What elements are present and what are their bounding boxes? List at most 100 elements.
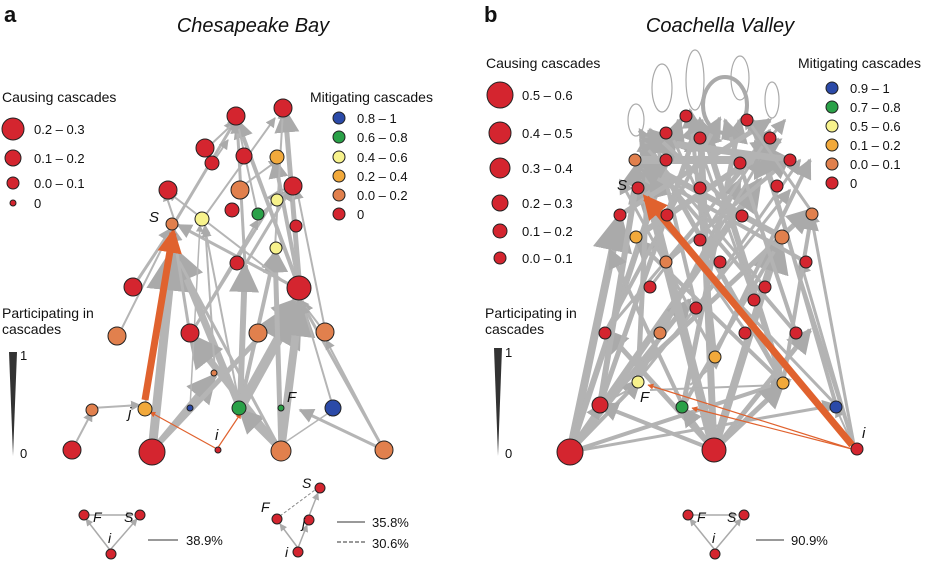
panel-a-motif-1: F S i 38.9% <box>78 509 223 560</box>
species-node <box>713 255 727 269</box>
species-node <box>556 438 584 466</box>
motif-label: F <box>261 499 271 515</box>
species-node <box>180 323 200 343</box>
legend-item: 0.2 – 0.3 <box>34 122 85 137</box>
legend-item: 0.1 – 0.2 <box>850 138 901 153</box>
species-node <box>763 131 777 145</box>
species-node <box>123 277 143 297</box>
legend-item: 0.2 – 0.3 <box>522 196 573 211</box>
species-node <box>269 149 285 165</box>
species-node <box>747 293 761 307</box>
legend-item: 0.0 – 0.2 <box>357 188 408 203</box>
species-node <box>693 233 707 247</box>
participating-max: 1 <box>20 348 27 363</box>
species-node <box>598 326 612 340</box>
motif-label: S <box>302 475 312 491</box>
panel-b-title: Coachella Valley <box>646 15 795 37</box>
species-node <box>270 440 292 462</box>
motif-label: S <box>727 509 737 525</box>
species-node <box>248 323 268 343</box>
motif-label: S <box>124 509 134 525</box>
species-node <box>210 369 218 377</box>
species-node <box>659 126 673 140</box>
species-node <box>315 322 335 342</box>
panel-a: a Chesapeake Bay <box>1 2 433 560</box>
motif-label: i <box>285 544 289 560</box>
node-label-f: F <box>287 389 297 406</box>
species-node <box>613 208 627 222</box>
panel-a-cascade-edges <box>141 228 242 450</box>
species-node <box>269 241 283 255</box>
node-label-j: j <box>126 405 132 422</box>
species-node <box>689 301 703 315</box>
legend-title: Mitigating cascades <box>798 55 921 71</box>
panel-a-mitigating-legend: Mitigating cascades 0.8 – 1 0.6 – 0.8 0.… <box>310 89 433 222</box>
legend-title: Causing cascades <box>2 89 116 105</box>
motif-percentage: 90.9% <box>791 533 828 548</box>
panel-b-cascade-edges <box>642 194 855 450</box>
motif-percentage: 35.8% <box>372 515 409 530</box>
species-node <box>783 153 797 167</box>
species-node <box>659 153 673 167</box>
species-node <box>62 440 82 460</box>
legend-item: 0.4 – 0.6 <box>357 150 408 165</box>
species-node <box>226 106 246 126</box>
species-node <box>194 211 210 227</box>
node-label-i: i <box>215 427 219 444</box>
motif-label: F <box>93 509 103 525</box>
species-node <box>214 446 222 454</box>
legend-title: Participating in cascades <box>2 305 94 337</box>
legend-item: 0.9 – 1 <box>850 81 890 96</box>
species-node <box>277 404 285 412</box>
panel-a-title: Chesapeake Bay <box>177 15 330 37</box>
species-node <box>165 217 179 231</box>
species-node <box>324 399 342 417</box>
panel-b-letter: b <box>484 2 497 27</box>
species-node <box>789 326 803 340</box>
panel-a-edges <box>71 107 386 454</box>
species-node <box>738 326 752 340</box>
panel-a-nodes <box>62 98 394 466</box>
node-label-s: S <box>149 209 159 226</box>
species-node <box>708 350 722 364</box>
motif-label: j <box>300 515 306 531</box>
species-node <box>107 326 127 346</box>
species-node <box>231 400 247 416</box>
legend-item: 0.3 – 0.4 <box>522 161 573 176</box>
panel-a-participating-legend: Participating in cascades 1 0 <box>2 305 94 461</box>
species-node <box>774 229 790 245</box>
legend-title: Causing cascades <box>486 55 600 71</box>
legend-item: 0.5 – 0.6 <box>522 88 573 103</box>
species-node <box>829 400 843 414</box>
motif-label: i <box>712 530 716 546</box>
motif-percentage: 38.9% <box>186 533 223 548</box>
species-node <box>758 280 772 294</box>
legend-item: 0.0 – 0.1 <box>850 157 901 172</box>
species-node <box>660 208 674 222</box>
species-node <box>631 181 645 195</box>
legend-item: 0.5 – 0.6 <box>850 119 901 134</box>
legend-item: 0.6 – 0.8 <box>357 130 408 145</box>
species-node <box>653 326 667 340</box>
species-node <box>195 138 215 158</box>
panel-a-letter: a <box>4 2 17 27</box>
species-node <box>230 180 250 200</box>
legend-item: 0 <box>850 176 857 191</box>
species-node <box>158 180 178 200</box>
species-node <box>733 156 747 170</box>
species-node <box>735 209 749 223</box>
legend-item: 0.1 – 0.2 <box>34 151 85 166</box>
species-node <box>850 442 864 456</box>
node-label-i: i <box>862 425 866 442</box>
species-node <box>229 255 245 271</box>
species-node <box>286 275 312 301</box>
panel-a-motif-2: F S j i 35.8% 30.6% <box>261 475 409 560</box>
legend-item: 0.8 – 1 <box>357 111 397 126</box>
species-node <box>224 202 240 218</box>
participating-min: 0 <box>505 446 512 461</box>
motif-percentage: 30.6% <box>372 536 409 551</box>
species-node <box>374 440 394 460</box>
species-node <box>629 230 643 244</box>
species-node <box>85 403 99 417</box>
